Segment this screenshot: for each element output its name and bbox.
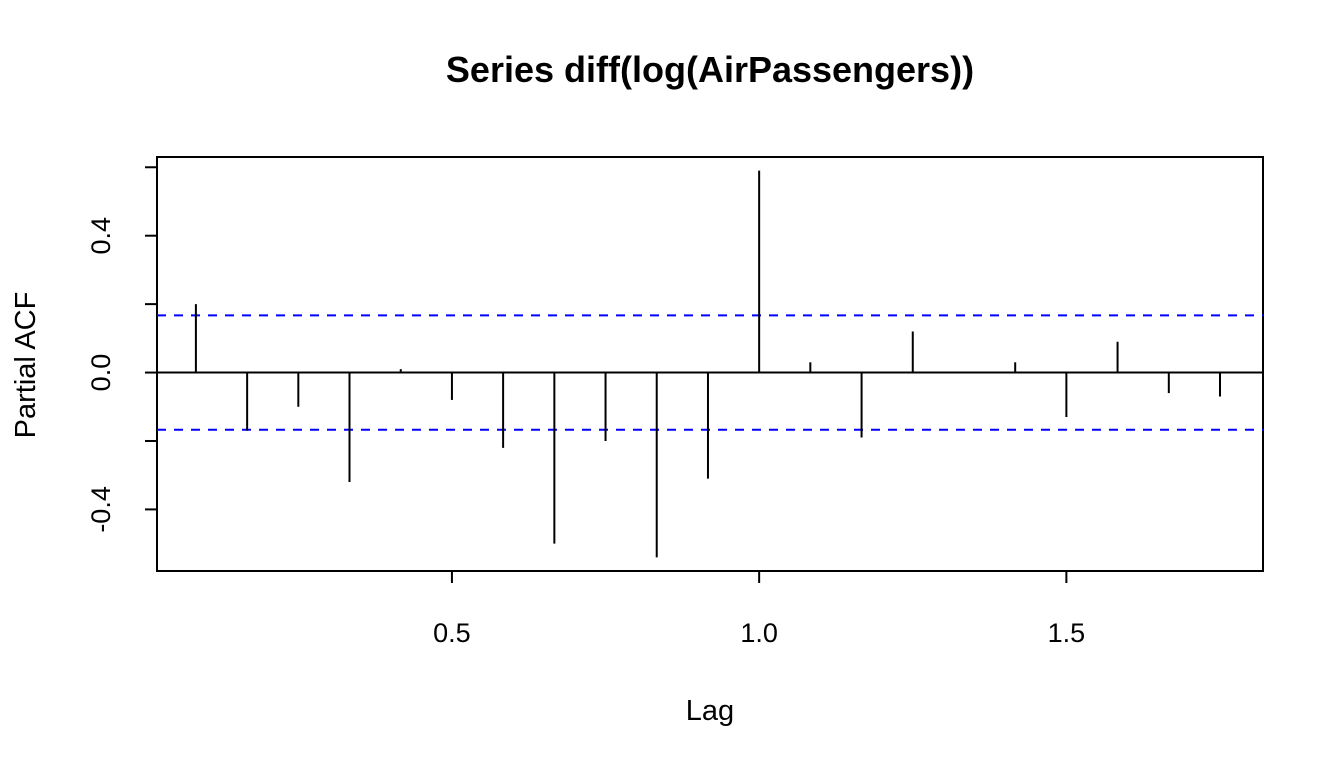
x-tick-label: 1.0: [740, 618, 778, 648]
y-tick-label: -0.4: [86, 486, 116, 533]
x-axis-label: Lag: [686, 695, 734, 727]
y-axis-label: Partial ACF: [10, 292, 42, 439]
x-tick-label: 1.5: [1048, 618, 1086, 648]
chart-marks: 0.5 1.0 1.5 -0.4 0.0 0.4: [86, 166, 1263, 648]
plot-box: [156, 156, 1264, 572]
y-tick-label: 0.4: [86, 217, 116, 255]
x-tick-label: 0.5: [433, 618, 471, 648]
y-tick-label: 0.0: [86, 354, 116, 392]
chart-title: Series diff(log(AirPassengers)): [446, 49, 974, 90]
